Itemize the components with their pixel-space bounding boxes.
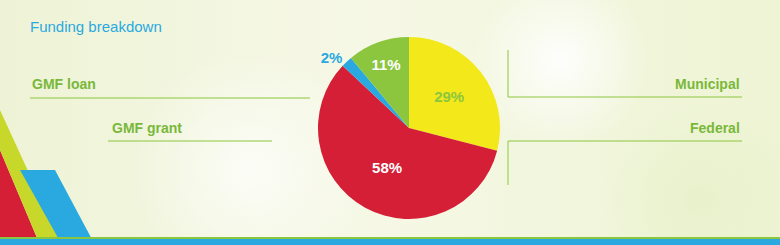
svg-text:Federal: Federal bbox=[690, 120, 740, 136]
svg-text:Municipal: Municipal bbox=[675, 76, 740, 92]
svg-text:58%: 58% bbox=[372, 159, 402, 176]
svg-text:GMF loan: GMF loan bbox=[32, 76, 96, 92]
svg-text:GMF grant: GMF grant bbox=[112, 120, 182, 136]
svg-text:2%: 2% bbox=[321, 49, 343, 66]
svg-text:Funding breakdown: Funding breakdown bbox=[30, 18, 162, 35]
svg-text:29%: 29% bbox=[434, 88, 464, 105]
svg-text:11%: 11% bbox=[371, 56, 400, 73]
